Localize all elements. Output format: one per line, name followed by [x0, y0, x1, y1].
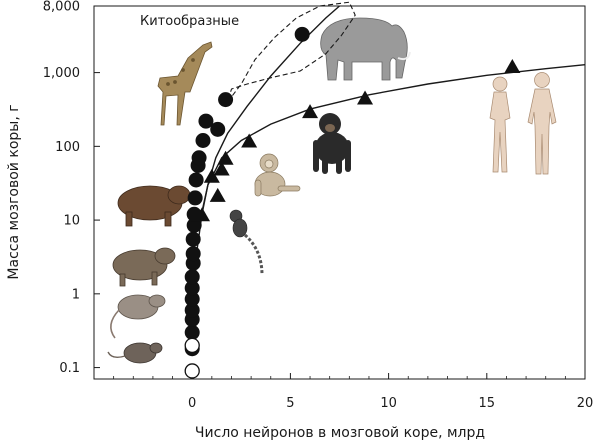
data-point-circle	[186, 217, 202, 233]
y-tick-label: 0.1	[59, 361, 80, 376]
x-tick-label: 15	[479, 396, 496, 411]
data-point-triangle	[217, 150, 234, 165]
data-point-circle	[188, 172, 204, 188]
y-tick-label: 8,000	[43, 0, 80, 15]
humans-icon	[489, 72, 557, 175]
data-point-circle	[187, 190, 203, 206]
data-point-circle	[210, 121, 226, 137]
data-point-circle	[184, 324, 200, 340]
data-point-triangle	[504, 58, 521, 73]
x-tick-label: 0	[188, 396, 196, 411]
x-tick-label: 10	[380, 396, 397, 411]
giraffe-icon	[157, 41, 213, 126]
monkey-icon	[254, 153, 301, 197]
cetacean-region	[227, 1, 356, 103]
data-point-circle	[184, 269, 200, 285]
data-point-circle	[184, 291, 200, 307]
data-point-triangle	[213, 161, 230, 176]
data-point-circle	[184, 280, 200, 296]
y-tick-label: 1	[72, 287, 80, 302]
fit-curve-2	[199, 64, 586, 221]
data-point-triangle	[209, 187, 226, 202]
y-axis: 0.1 1 10 100 1,000 8,000	[43, 0, 100, 376]
cetacean-label: Китообразные	[140, 14, 239, 29]
rat-icon	[110, 294, 166, 339]
data-points	[184, 26, 521, 379]
capybara-icon	[117, 185, 191, 227]
data-point-triangle	[241, 133, 258, 148]
agouti-icon	[112, 247, 176, 287]
mouse-icon	[107, 342, 163, 364]
y-tick-label: 10	[63, 214, 80, 229]
marmoset-icon	[229, 209, 264, 276]
chimpanzee-icon	[313, 113, 351, 174]
data-point-triangle	[203, 168, 220, 183]
data-point-circle	[191, 150, 207, 166]
data-point-triangle	[302, 104, 319, 119]
data-point-circle	[218, 92, 234, 108]
data-point-circle	[294, 26, 310, 42]
cetacean-outline	[227, 1, 356, 103]
data-point-circle	[184, 302, 200, 318]
data-point-circle	[198, 113, 214, 129]
illustrations	[107, 17, 557, 364]
data-point-open-circle	[184, 363, 200, 379]
x-tick-label: 20	[577, 396, 594, 411]
data-point-triangle	[194, 207, 211, 222]
data-point-circle	[185, 246, 201, 262]
y-tick-label: 100	[55, 140, 80, 155]
y-axis-label: Масса мозговой коры, г	[6, 104, 22, 279]
data-point-circle	[195, 133, 211, 149]
x-tick-label: 5	[286, 396, 294, 411]
y-tick-label: 1,000	[43, 66, 80, 81]
x-axis-label: Число нейронов в мозговой коре, млрд	[195, 425, 485, 441]
data-point-triangle	[357, 90, 374, 105]
data-point-open-circle	[184, 337, 200, 354]
data-point-circle	[185, 231, 201, 247]
elephant-icon	[320, 17, 411, 81]
